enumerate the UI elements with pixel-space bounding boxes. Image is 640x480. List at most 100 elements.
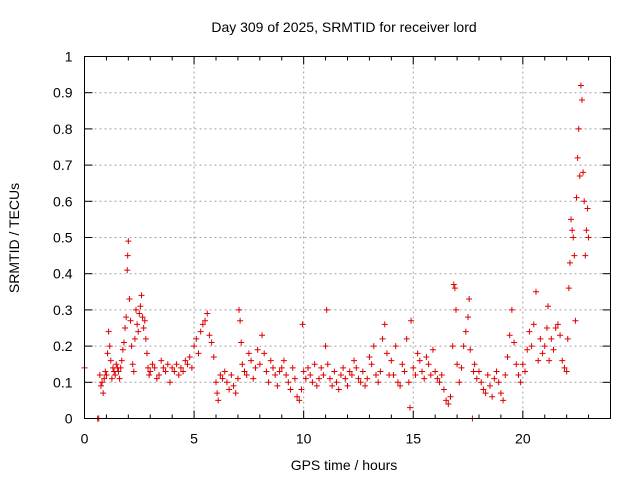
data-point <box>300 368 307 375</box>
data-point <box>563 368 570 375</box>
data-point <box>497 390 504 397</box>
y-tick-label: 0.8 <box>53 121 73 137</box>
data-point <box>329 382 336 389</box>
data-point <box>147 368 154 375</box>
data-point <box>353 364 360 371</box>
data-point <box>119 346 126 353</box>
data-point <box>561 364 568 371</box>
data-point <box>162 368 169 375</box>
data-point <box>452 306 459 313</box>
data-point <box>141 317 148 324</box>
data-point <box>491 375 498 382</box>
data-point <box>495 379 502 386</box>
data-point <box>146 372 153 379</box>
data-point <box>153 375 160 382</box>
data-point <box>515 372 522 379</box>
y-tick-label: 0.6 <box>53 193 73 209</box>
axis-ticks <box>84 56 611 419</box>
data-point <box>519 361 526 368</box>
x-tick-label: 15 <box>405 431 421 447</box>
data-point <box>580 169 587 176</box>
data-point <box>136 310 143 317</box>
y-tick-label: 0.3 <box>53 302 73 318</box>
data-point <box>344 382 351 389</box>
data-point <box>548 335 555 342</box>
data-point <box>467 346 474 353</box>
data-point <box>410 364 417 371</box>
data-point <box>447 393 454 400</box>
data-point <box>550 346 557 353</box>
data-point <box>419 368 426 375</box>
data-point <box>103 372 110 379</box>
data-point <box>370 343 377 350</box>
data-point <box>517 379 524 386</box>
data-point <box>362 382 369 389</box>
data-point <box>579 96 586 103</box>
data-point <box>208 339 215 346</box>
data-point <box>316 375 323 382</box>
data-point <box>443 397 450 404</box>
data-point <box>238 339 245 346</box>
data-point <box>102 368 109 375</box>
data-point <box>584 205 591 212</box>
data-point <box>545 303 552 310</box>
data-point <box>285 379 292 386</box>
data-point <box>302 375 309 382</box>
data-point <box>131 335 138 342</box>
data-point <box>416 357 423 364</box>
data-point <box>425 361 432 368</box>
data-point <box>513 361 520 368</box>
data-point <box>126 296 133 303</box>
plot-frame <box>84 56 611 419</box>
data-point <box>272 372 279 379</box>
data-point <box>125 238 132 245</box>
data-point <box>99 379 106 386</box>
data-point <box>267 357 274 364</box>
data-point <box>465 314 472 321</box>
data-point <box>139 314 146 321</box>
y-tick-label: 1 <box>65 49 73 65</box>
data-point <box>177 364 184 371</box>
data-point <box>313 382 320 389</box>
data-point <box>320 372 327 379</box>
data-point <box>309 379 316 386</box>
data-point <box>160 364 167 371</box>
data-point <box>401 368 408 375</box>
data-point <box>169 364 176 371</box>
data-point <box>97 382 104 389</box>
data-point <box>298 386 305 393</box>
data-point <box>186 353 193 360</box>
data-point <box>421 375 428 382</box>
data-point <box>366 353 373 360</box>
data-point <box>502 372 509 379</box>
data-point <box>180 368 187 375</box>
data-point <box>232 390 239 397</box>
data-point <box>135 328 142 335</box>
data-point <box>445 401 452 408</box>
data-point <box>239 361 246 368</box>
data-point <box>532 288 539 295</box>
data-point <box>191 343 198 350</box>
data-point <box>113 361 120 368</box>
data-point <box>493 368 500 375</box>
data-point <box>434 375 441 382</box>
data-point <box>524 346 531 353</box>
data-point <box>476 368 482 375</box>
data-point <box>449 343 456 350</box>
data-point <box>197 328 204 335</box>
data-point <box>206 332 213 339</box>
data-point <box>565 285 572 292</box>
data-point <box>357 379 364 386</box>
data-point <box>473 375 480 382</box>
data-point <box>355 375 362 382</box>
data-point <box>573 194 580 201</box>
data-point <box>182 357 189 364</box>
data-point <box>470 368 477 375</box>
chart-title: Day 309 of 2025, SRMTID for receiver lor… <box>211 19 476 35</box>
data-point <box>392 343 399 350</box>
data-point <box>107 357 114 364</box>
data-point <box>128 343 135 350</box>
data-point <box>571 252 578 259</box>
data-point <box>259 332 266 339</box>
data-point <box>539 350 546 357</box>
